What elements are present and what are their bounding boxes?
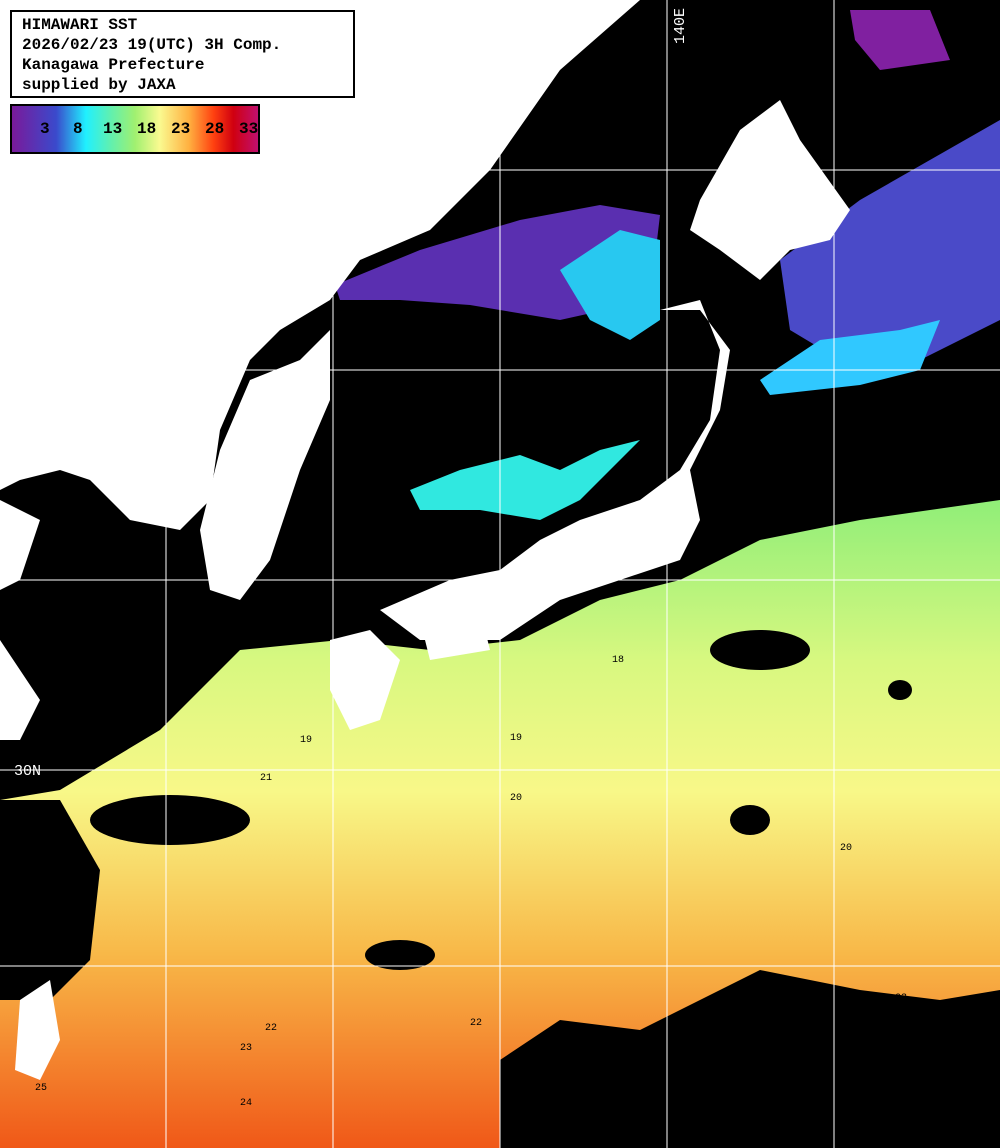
cold-sea-pacific-cyan xyxy=(760,320,940,395)
color-scale-legend: 3 8 13 18 23 28 33 xyxy=(10,104,260,154)
land-honshu xyxy=(380,300,730,640)
title-organization: Kanagawa Prefecture xyxy=(22,56,205,74)
contour-label: 20 xyxy=(510,793,522,804)
land-shikoku xyxy=(420,610,490,660)
land-china-coast xyxy=(0,500,40,740)
title-datetime: 2026/02/23 19(UTC) 3H Comp. xyxy=(22,36,282,54)
title-box: HIMAWARI SST 2026/02/23 19(UTC) 3H Comp.… xyxy=(10,10,355,98)
legend-tick: 13 xyxy=(103,120,123,138)
legend-tick: 28 xyxy=(205,120,225,138)
contour-labels: 18 19 19 20 20 21 22 22 23 23 24 25 25 xyxy=(35,655,907,1119)
legend-tick: 33 xyxy=(239,120,259,138)
contour-label: 23 xyxy=(895,993,907,1004)
contour-label: 25 xyxy=(35,1083,47,1094)
contour-label: 20 xyxy=(840,843,852,854)
contour-label: 23 xyxy=(240,1043,252,1054)
grid-label-30n: 30N xyxy=(14,763,41,780)
cold-sea-cyan-patch xyxy=(560,230,660,340)
cold-sea-pacific-north xyxy=(780,120,1000,360)
land-taiwan xyxy=(15,980,60,1080)
grid-label-40n: 40N xyxy=(14,355,41,372)
contour-label: 24 xyxy=(240,1098,252,1109)
land-kyushu xyxy=(330,630,400,730)
title-credit: supplied by JAXA xyxy=(22,76,176,94)
legend-tick: 18 xyxy=(137,120,157,138)
contour-label: 22 xyxy=(470,1018,482,1029)
land-korea xyxy=(200,330,330,600)
contour-label: 22 xyxy=(265,1023,277,1034)
legend-tick: 23 xyxy=(171,120,191,138)
contour-label: 25 xyxy=(705,1108,717,1119)
legend-tick: 3 xyxy=(40,120,50,138)
contour-label: 18 xyxy=(612,655,624,666)
cold-sea-okhotsk xyxy=(850,10,950,70)
land-ulleungdo-island xyxy=(400,127,424,163)
title-product: HIMAWARI SST xyxy=(22,16,138,34)
legend-tick: 8 xyxy=(73,120,83,138)
grid-label-140e: 140E xyxy=(672,8,689,44)
contour-label: 19 xyxy=(300,735,312,746)
cloud-masks xyxy=(0,630,1000,1148)
cold-sea-cyan-band xyxy=(410,440,640,520)
land-hokkaido xyxy=(690,100,850,280)
contour-label: 19 xyxy=(510,733,522,744)
contour-label: 21 xyxy=(260,773,272,784)
